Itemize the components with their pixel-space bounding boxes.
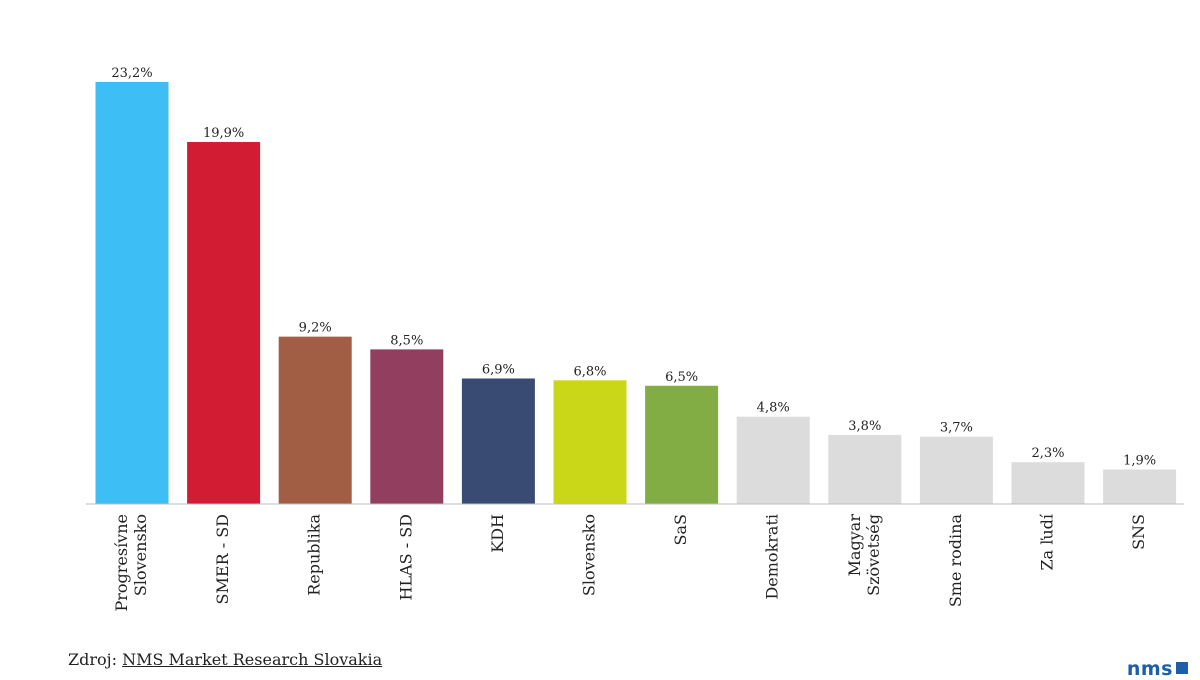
bars-group <box>95 82 1177 504</box>
category-label-9-line-0: Sme rodina <box>946 514 965 608</box>
category-label-4: KDH <box>488 514 507 553</box>
category-label-7-line-0: Demokrati <box>763 514 782 600</box>
value-label-2: 9,2% <box>299 321 332 336</box>
category-label-8-line-1: Szövetség <box>864 514 883 596</box>
value-label-5: 6,8% <box>573 364 606 379</box>
value-label-8: 3,8% <box>848 419 881 434</box>
source-prefix: Zdroj: <box>68 650 123 669</box>
bar-0 <box>95 82 169 504</box>
bar-7 <box>736 416 810 504</box>
value-label-1: 19,9% <box>203 126 244 141</box>
category-label-2: Republika <box>305 514 324 596</box>
category-label-1: SMER - SD <box>213 514 232 604</box>
bar-3 <box>370 349 444 504</box>
category-label-3: HLAS - SD <box>396 514 415 600</box>
category-label-4-line-0: KDH <box>488 514 507 553</box>
bar-9 <box>919 436 993 504</box>
category-label-1-line-0: SMER - SD <box>213 514 232 604</box>
bar-5 <box>553 380 627 504</box>
category-label-11-line-0: SNS <box>1129 514 1148 550</box>
category-labels-group: Progresívne Slovensko SMER - SD Republika HL… <box>112 513 1148 611</box>
value-label-0: 23,2% <box>111 66 152 81</box>
value-label-4: 6,9% <box>482 362 515 377</box>
value-labels-group: 23,2% 19,9% 9,2% 8,5% 6,9% 6,8% 6,5% 4,8% 3,8% 3,… <box>111 66 1156 468</box>
source-link[interactable]: NMS Market Research Slovakia <box>122 650 383 669</box>
category-label-6-line-0: SaS <box>671 514 690 545</box>
category-label-10: Za ľudí <box>1038 513 1057 570</box>
category-label-6: SaS <box>671 514 690 545</box>
value-label-11: 1,9% <box>1123 453 1156 468</box>
bar-1 <box>187 142 261 504</box>
category-label-7: Demokrati <box>763 514 782 600</box>
bar-2 <box>278 336 352 504</box>
bar-6 <box>645 385 719 504</box>
logo-text: nms <box>1126 658 1173 680</box>
category-label-0: Progresívne Slovensko <box>112 514 150 612</box>
bar-11 <box>1103 469 1177 504</box>
value-label-10: 2,3% <box>1031 446 1064 461</box>
bar-4 <box>461 378 535 504</box>
category-label-9: Sme rodina <box>946 514 965 608</box>
category-label-8-line-0: Magyar <box>845 514 864 577</box>
source-note: Zdroj: NMS Market Research Slovakia <box>68 650 382 669</box>
value-label-6: 6,5% <box>665 370 698 385</box>
value-label-9: 3,7% <box>940 421 973 436</box>
category-label-0-line-0: Progresívne <box>112 514 131 612</box>
category-label-2-line-0: Republika <box>305 514 324 596</box>
category-label-11: SNS <box>1129 514 1148 550</box>
category-label-3-line-0: HLAS - SD <box>396 514 415 600</box>
category-label-5-line-0: Slovensko <box>580 514 599 596</box>
category-label-5: Slovensko <box>580 514 599 596</box>
category-label-0-line-1: Slovensko <box>131 514 150 596</box>
category-label-8: Magyar Szövetség <box>845 514 883 596</box>
category-label-10-line-0: Za ľudí <box>1038 513 1057 570</box>
bar-10 <box>1011 462 1085 504</box>
value-label-7: 4,8% <box>757 401 790 416</box>
nms-logo: nms <box>1127 658 1188 680</box>
bar-8 <box>828 434 902 504</box>
value-label-3: 8,5% <box>390 333 423 348</box>
logo-square-icon <box>1176 662 1188 674</box>
